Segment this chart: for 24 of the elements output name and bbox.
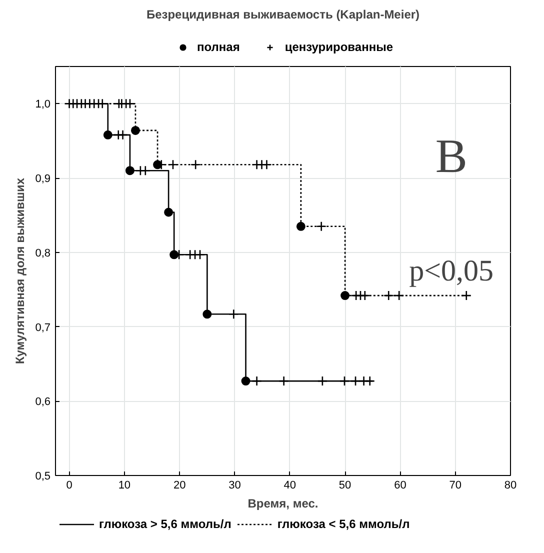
y-axis-title: Кумулятивная доля выживших	[13, 178, 28, 364]
y-tick-label: 0,9	[35, 173, 51, 186]
y-tick-label: 0,5	[35, 470, 51, 482]
y-tick-label: 1,0	[35, 98, 51, 111]
y-tick-label: 0,6	[35, 396, 51, 408]
annotation: B	[435, 130, 468, 183]
x-tick-label: 10	[118, 480, 131, 492]
legend-label: глюкоза > 5,6 ммоль/л	[99, 517, 232, 531]
x-tick-label: 50	[338, 480, 352, 492]
x-tick-label: 70	[449, 480, 462, 492]
x-tick-label: 0	[66, 480, 72, 492]
legend-label: полная	[197, 40, 240, 54]
x-tick-label: 20	[173, 480, 186, 492]
y-tick-label: 0,8	[35, 247, 51, 260]
chart-title: Безрецидивная выживаемость (Kaplan-Meier)	[146, 8, 420, 22]
y-tick-label: 0,7	[35, 322, 51, 334]
legend-label: глюкоза < 5,6 ммоль/л	[277, 517, 410, 531]
annotation: p<0,05	[409, 254, 494, 288]
x-axis-title: Время, мес.	[248, 496, 318, 510]
x-tick-label: 60	[394, 480, 406, 492]
x-tick-label: 80	[504, 480, 517, 492]
x-tick-label: 30	[228, 480, 241, 492]
legend-label: цензурированные	[284, 40, 393, 54]
x-tick-label: 40	[284, 480, 296, 492]
